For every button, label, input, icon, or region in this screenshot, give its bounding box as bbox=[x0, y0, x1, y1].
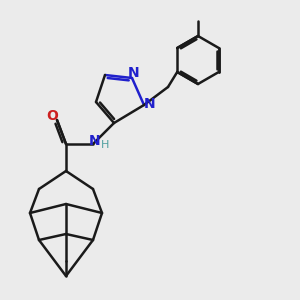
Text: O: O bbox=[46, 109, 58, 122]
Text: N: N bbox=[128, 67, 139, 80]
Text: N: N bbox=[89, 134, 100, 148]
Text: N: N bbox=[144, 97, 155, 110]
Text: H: H bbox=[101, 140, 109, 151]
